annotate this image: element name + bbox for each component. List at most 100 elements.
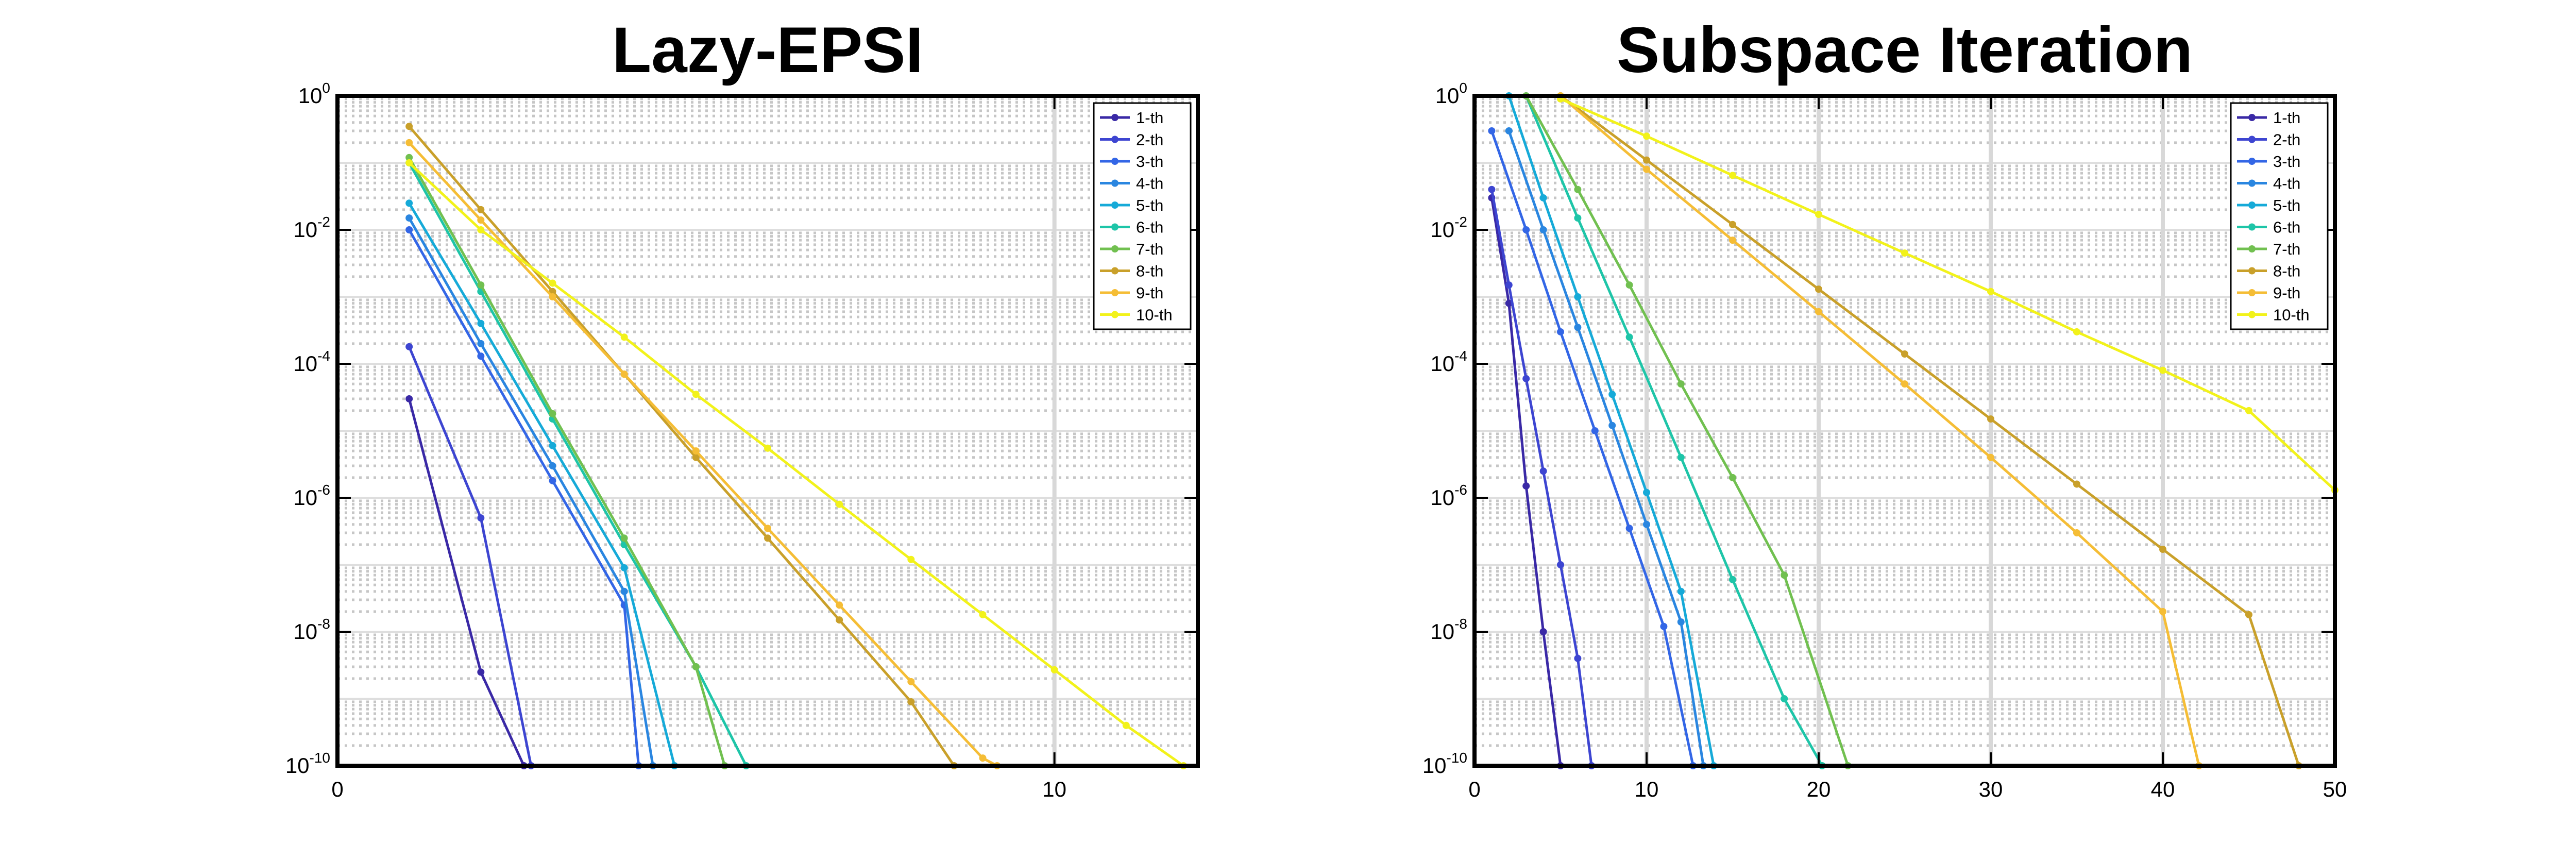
- lazy-series-line: [408, 157, 726, 766]
- lazy-legend-marker: [1111, 201, 1118, 209]
- lazy-ytick-base: 10: [293, 217, 317, 242]
- lazy-legend-item: 6-th: [1100, 218, 1163, 237]
- lazy-legend-label: 6-th: [1136, 218, 1163, 237]
- subspace-ytick-label: 100: [1435, 80, 1467, 108]
- subspace-series-9-th: [1557, 92, 2203, 769]
- lazy-ytick-exponent: -2: [317, 214, 330, 230]
- lazy-data-point: [405, 226, 413, 233]
- lazy-ytick-base: 10: [293, 619, 317, 644]
- lazy-data-point: [907, 698, 915, 705]
- lazy-data-point: [836, 616, 843, 624]
- subspace-data-point: [2159, 366, 2166, 374]
- subspace-series-10-th: [1557, 95, 2338, 494]
- subspace-ytick-label: 10-2: [1430, 214, 1467, 242]
- lazy-data-point: [477, 226, 485, 233]
- lazy-series-9-th: [405, 139, 1001, 769]
- subspace-data-point: [2159, 546, 2166, 553]
- subspace-ytick-exponent: -4: [1454, 348, 1467, 364]
- subspace-data-point: [1591, 427, 1599, 434]
- lazy-ytick-exponent: -4: [317, 348, 330, 364]
- lazy-data-point: [405, 199, 413, 207]
- subspace-legend-label: 3-th: [2273, 153, 2300, 171]
- subspace-data-point: [1574, 186, 1582, 193]
- lazy-data-point: [477, 340, 485, 347]
- subspace-legend-label: 10-th: [2273, 306, 2310, 324]
- lazy-data-point: [549, 410, 556, 417]
- subspace-data-point: [2245, 407, 2252, 414]
- subspace-data-point: [2073, 529, 2080, 536]
- subspace-data-point: [1677, 380, 1685, 388]
- lazy-data-point: [1122, 721, 1130, 729]
- lazy-data-point: [979, 754, 987, 762]
- lazy-ytick-base: 10: [293, 351, 317, 376]
- subspace-legend-item: 9-th: [2237, 284, 2300, 302]
- lazy-data-point: [405, 343, 413, 350]
- subspace-legend-item: 1-th: [2237, 109, 2300, 127]
- lazy-legend-item: 7-th: [1100, 240, 1163, 258]
- subspace-series-line: [1560, 94, 2300, 766]
- subspace-legend-item: 10-th: [2237, 306, 2310, 324]
- subspace-ytick-exponent: -6: [1454, 482, 1467, 498]
- lazy-data-point: [405, 139, 413, 146]
- subspace-data-point: [1781, 695, 1788, 702]
- lazy-legend-marker: [1111, 158, 1118, 165]
- subspace-data-point: [1608, 422, 1616, 429]
- lazy-data-point: [405, 159, 413, 166]
- subspace-legend-item: 4-th: [2237, 175, 2300, 193]
- subspace-data-point: [1729, 474, 1736, 481]
- lazy-data-point: [477, 668, 485, 676]
- subspace-ytick-base: 10: [1430, 217, 1454, 242]
- subspace-data-point: [1574, 324, 1582, 331]
- subspace-data-point: [1505, 281, 1513, 289]
- lazy-data-point: [836, 500, 843, 508]
- lazy-legend-label: 3-th: [1136, 153, 1163, 171]
- lazy-data-point: [477, 206, 485, 213]
- subspace-series-line: [1560, 97, 2336, 492]
- subspace-ytick-base: 10: [1435, 83, 1460, 108]
- subspace-legend-marker: [2248, 245, 2256, 252]
- subspace-data-point: [1643, 132, 1650, 140]
- subspace-data-point: [1987, 415, 1994, 423]
- lazy-gridlines: [335, 95, 1198, 767]
- lazy-data-point: [620, 534, 628, 542]
- subspace-legend-item: 2-th: [2237, 131, 2300, 149]
- lazy-legend-marker: [1111, 223, 1118, 231]
- lazy-data-point: [549, 477, 556, 484]
- subspace-legend-label: 6-th: [2273, 218, 2300, 237]
- lazy-xtick-label: 0: [331, 777, 343, 801]
- lazy-legend-marker: [1111, 267, 1118, 275]
- lazy-legend-label: 9-th: [1136, 284, 1163, 302]
- lazy-legend-item: 1-th: [1100, 109, 1163, 127]
- lazy-data-point: [477, 514, 485, 522]
- lazy-data-point: [692, 663, 700, 670]
- lazy-ytick-exponent: -6: [317, 482, 330, 498]
- lazy-data-point: [477, 352, 485, 360]
- subspace-legend-label: 1-th: [2273, 109, 2300, 127]
- subspace-xtick-label: 50: [2323, 777, 2347, 801]
- lazy-xtick-label: 10: [1042, 777, 1066, 801]
- lazy-legend-item: 8-th: [1100, 262, 1163, 280]
- lazy-chart-title: Lazy-EPSI: [612, 14, 923, 86]
- subspace-legend-marker: [2248, 267, 2256, 275]
- lazy-ytick-base: 10: [293, 485, 317, 510]
- lazy-legend-label: 2-th: [1136, 131, 1163, 149]
- subspace-legend-item: 3-th: [2237, 153, 2300, 171]
- lazy-legend-item: 9-th: [1100, 284, 1163, 302]
- lazy-series-line: [408, 162, 1184, 767]
- lazy-series-8-th: [405, 123, 958, 769]
- lazy-legend-item: 3-th: [1100, 153, 1163, 171]
- lazy-legend-item: 2-th: [1100, 131, 1163, 149]
- lazy-data-point: [477, 216, 485, 224]
- lazy-ytick-exponent: -8: [317, 616, 330, 632]
- subspace-ytick-base: 10: [1430, 619, 1454, 644]
- subspace-series-3-th: [1488, 127, 1697, 769]
- subspace-data-point: [1488, 127, 1496, 134]
- subspace-legend-marker: [2248, 223, 2256, 231]
- lazy-data-point: [620, 564, 628, 571]
- subspace-data-point: [2073, 480, 2080, 488]
- lazy-series-line: [408, 398, 526, 767]
- subspace-data-point: [1522, 226, 1530, 233]
- subspace-data-point: [1522, 482, 1530, 490]
- subspace-ytick-exponent: -8: [1454, 616, 1467, 632]
- subspace-data-point: [1557, 561, 1564, 568]
